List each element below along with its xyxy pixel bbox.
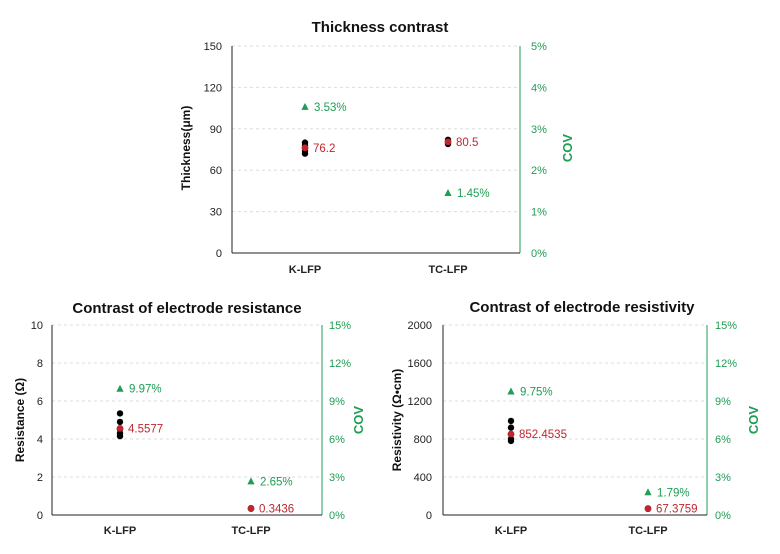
- data-marks: 852.4535 67.3759 9.75% 1.79%: [507, 387, 698, 516]
- y-tick-label: 30: [210, 207, 222, 219]
- chart-title: Thickness contrast: [312, 19, 449, 36]
- y-tick-label: 0: [426, 510, 432, 522]
- y-tick-label: 1200: [408, 396, 432, 408]
- raw-data-point: [116, 418, 124, 426]
- y-axis-label: Resistance (Ω): [13, 378, 27, 462]
- cov-value-label: 3.53%: [314, 102, 347, 114]
- y-right-tick-label: 2%: [531, 165, 547, 177]
- y-tick-labels: 0 400 800 1200 1600 2000: [408, 320, 432, 522]
- cov-value-label: 1.79%: [657, 487, 690, 499]
- raw-data-point: [507, 424, 515, 431]
- y-axis-right-label: COV: [560, 134, 575, 163]
- y-tick-label: 120: [204, 82, 222, 94]
- data-marks: 4.5577 0.3436 9.97% 2.65%: [116, 384, 294, 516]
- y-right-tick-label: 6%: [715, 434, 731, 446]
- raw-data-point: [116, 410, 124, 417]
- y-tick-label: 0: [216, 248, 222, 260]
- y-right-tick-label: 4%: [531, 82, 547, 94]
- mean-data-point: [116, 425, 124, 432]
- y-right-tick-labels: 0% 3% 6% 9% 12% 15%: [715, 320, 737, 522]
- y-tick-label: 8: [37, 358, 43, 370]
- cov-data-point: [247, 477, 255, 485]
- y-tick-label: 0: [37, 510, 43, 522]
- y-tick-label: 90: [210, 124, 222, 136]
- cov-data-point: [507, 387, 515, 395]
- mean-value-label: 4.5577: [128, 423, 163, 435]
- y-axis-right-label: COV: [351, 406, 366, 435]
- x-category-label: TC-LFP: [231, 525, 270, 537]
- y-right-tick-label: 15%: [715, 320, 737, 332]
- gridlines: [232, 45, 520, 213]
- y-right-tick-label: 0%: [329, 510, 345, 522]
- y-tick-label: 800: [414, 434, 432, 446]
- y-right-tick-labels: 0% 3% 6% 9% 12% 15%: [329, 320, 351, 522]
- data-marks: 76.2 80.5 3.53% 1.45%: [301, 102, 490, 200]
- y-right-tick-label: 0%: [715, 510, 731, 522]
- cov-data-point: [644, 488, 652, 496]
- mean-data-point: [444, 138, 452, 146]
- y-right-tick-label: 12%: [715, 358, 737, 370]
- y-tick-labels: 0 2 4 6 8 10: [31, 320, 43, 522]
- cov-value-label: 1.45%: [457, 188, 490, 200]
- mean-value-label: 76.2: [313, 143, 335, 155]
- resistivity-chart: Contrast of electrode resistivity Resist…: [390, 299, 761, 537]
- y-right-tick-label: 15%: [329, 320, 351, 332]
- y-tick-label: 60: [210, 165, 222, 177]
- mean-data-point: [247, 505, 255, 512]
- mean-data-point: [301, 144, 309, 152]
- x-category-label: K-LFP: [289, 264, 321, 276]
- gridlines: [443, 324, 707, 478]
- thickness-chart: Thickness contrast Thickness(μm) COV 0 3…: [179, 19, 575, 276]
- y-right-tick-label: 3%: [329, 472, 345, 484]
- y-tick-label: 6: [37, 396, 43, 408]
- x-category-label: K-LFP: [495, 525, 527, 537]
- cov-data-point: [116, 384, 124, 392]
- chart-title: Contrast of electrode resistivity: [469, 299, 695, 316]
- y-axis-label: Thickness(μm): [179, 106, 193, 191]
- cov-data-point: [301, 102, 309, 110]
- raw-data-point: [507, 417, 515, 425]
- y-axis-label: Resistivity (Ω•cm): [390, 369, 404, 472]
- y-tick-label: 400: [414, 472, 432, 484]
- y-tick-label: 10: [31, 320, 43, 332]
- cov-data-point: [444, 189, 452, 196]
- y-right-tick-label: 1%: [531, 207, 547, 219]
- y-tick-labels: 0 30 60 90 120 150: [204, 41, 222, 260]
- y-right-tick-labels: 0% 1% 2% 3% 4% 5%: [531, 41, 547, 260]
- y-right-tick-label: 3%: [531, 124, 547, 136]
- raw-data-point: [301, 139, 309, 146]
- y-tick-label: 2000: [408, 320, 432, 332]
- y-right-tick-label: 12%: [329, 358, 351, 370]
- y-axis-right-label: COV: [746, 406, 761, 435]
- cov-value-label: 2.65%: [260, 476, 293, 488]
- resistance-chart: Contrast of electrode resistance Resista…: [13, 300, 366, 537]
- cov-value-label: 9.97%: [129, 384, 162, 396]
- y-right-tick-label: 5%: [531, 41, 547, 53]
- gridlines: [52, 324, 322, 478]
- x-category-label: TC-LFP: [628, 525, 667, 537]
- y-tick-label: 2: [37, 472, 43, 484]
- mean-data-point: [507, 430, 515, 438]
- y-right-tick-label: 6%: [329, 434, 345, 446]
- raw-data-point: [507, 435, 515, 443]
- mean-value-label: 67.3759: [656, 504, 698, 516]
- y-tick-label: 150: [204, 41, 222, 53]
- mean-value-label: 80.5: [456, 137, 478, 149]
- y-right-tick-label: 9%: [715, 396, 731, 408]
- x-category-label: K-LFP: [104, 525, 136, 537]
- y-right-tick-label: 3%: [715, 472, 731, 484]
- cov-value-label: 9.75%: [520, 387, 553, 399]
- y-right-tick-label: 0%: [531, 248, 547, 260]
- mean-value-label: 0.3436: [259, 504, 294, 516]
- chart-title: Contrast of electrode resistance: [72, 300, 301, 317]
- y-tick-label: 1600: [408, 358, 432, 370]
- mean-value-label: 852.4535: [519, 429, 567, 441]
- y-right-tick-label: 9%: [329, 396, 345, 408]
- mean-data-point: [644, 505, 652, 512]
- x-category-label: TC-LFP: [428, 264, 467, 276]
- y-tick-label: 4: [37, 434, 43, 446]
